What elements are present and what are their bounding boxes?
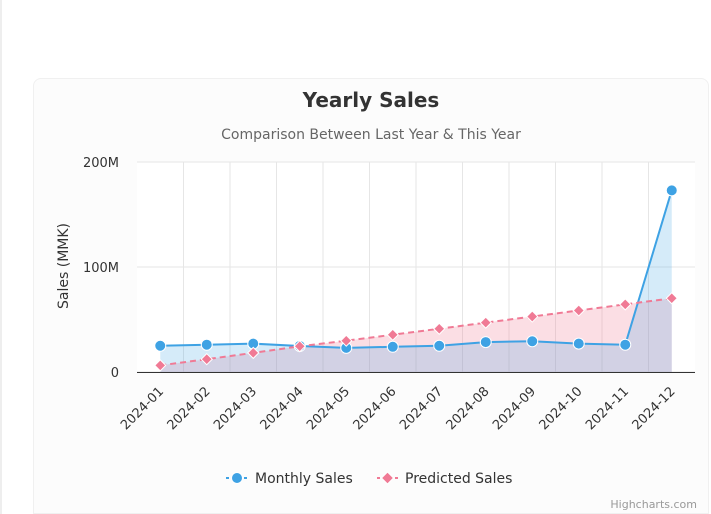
x-tick-label: 2024-11 (583, 384, 632, 433)
y-tick-label: 0 (111, 366, 119, 381)
x-tick-label: 2024-01 (118, 384, 167, 433)
chart-subtitle: Comparison Between Last Year & This Year (221, 127, 521, 143)
point-predicted-sales-2024-01 (154, 359, 167, 372)
legend-label-predicted-sales: Predicted Sales (405, 471, 512, 487)
point-predicted-sales-2024-12 (665, 292, 678, 305)
point-predicted-sales-2024-09 (526, 310, 539, 323)
x-tick-label: 2024-06 (351, 384, 400, 433)
y-tick-label: 100M (83, 261, 119, 276)
x-tick-label: 2024-03 (211, 384, 260, 433)
series-areas (160, 190, 672, 372)
x-tick-label: 2024-10 (537, 384, 586, 433)
legend-item-predicted-sales[interactable]: Predicted Sales (377, 471, 512, 487)
point-predicted-sales-2024-05 (340, 334, 353, 347)
x-tick-label: 2024-12 (630, 384, 679, 433)
point-monthly-sales-2024-10 (572, 337, 585, 350)
legend-label-monthly-sales: Monthly Sales (255, 471, 353, 487)
point-predicted-sales-2024-11 (619, 298, 632, 311)
point-monthly-sales-2024-02 (200, 338, 213, 351)
line-monthly-sales (160, 190, 673, 349)
point-predicted-sales-2024-08 (479, 316, 492, 329)
point-predicted-sales-2024-02 (200, 352, 213, 366)
legend: Monthly Sales Predicted Sales (226, 471, 512, 487)
point-monthly-sales-2024-11 (619, 338, 632, 351)
chart-title: Yearly Sales (302, 88, 440, 112)
x-tick-label: 2024-02 (165, 384, 214, 433)
legend-marker-monthly-sales (231, 472, 243, 484)
x-tick-label: 2024-04 (258, 384, 307, 433)
series-markers (154, 184, 678, 372)
legend-marker-predicted-sales (380, 471, 395, 485)
point-predicted-sales-2024-10 (572, 304, 585, 317)
y-axis-title: Sales (MMK) (56, 223, 72, 309)
y-tick-label: 200M (83, 156, 119, 171)
point-predicted-sales-2024-07 (433, 322, 446, 335)
area-monthly-sales (160, 190, 672, 372)
area-predicted-sales (160, 298, 672, 372)
point-monthly-sales-2024-07 (433, 339, 446, 352)
legend-item-monthly-sales[interactable]: Monthly Sales (226, 471, 353, 487)
chart-credits[interactable]: Highcharts.com (610, 498, 697, 511)
series-lines (160, 190, 673, 367)
x-tick-label: 2024-08 (444, 384, 493, 433)
y-tick-labels: 0 100M 200M (83, 156, 119, 381)
x-tick-label: 2024-05 (304, 384, 353, 433)
point-predicted-sales-2024-03 (247, 346, 260, 360)
point-monthly-sales-2024-09 (526, 335, 539, 348)
x-tick-labels: 2024-012024-022024-032024-042024-052024-… (118, 384, 679, 433)
point-monthly-sales-2024-08 (479, 336, 492, 349)
point-monthly-sales-2024-12 (665, 184, 678, 197)
point-predicted-sales-2024-04 (293, 340, 306, 353)
page-left-border (0, 0, 2, 514)
point-predicted-sales-2024-06 (386, 328, 399, 341)
x-tick-label: 2024-09 (490, 384, 539, 433)
point-monthly-sales-2024-01 (154, 339, 167, 352)
x-tick-label: 2024-07 (397, 384, 446, 433)
point-monthly-sales-2024-06 (386, 340, 399, 353)
